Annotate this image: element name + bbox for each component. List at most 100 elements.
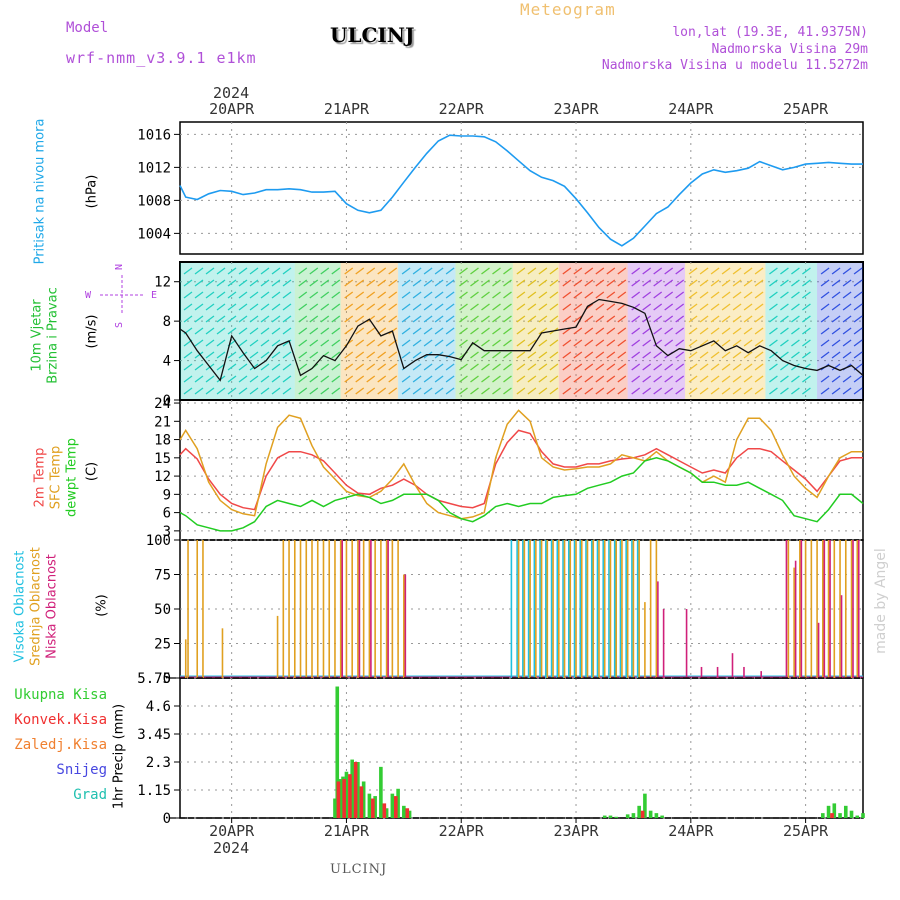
wind-barb-glyph xyxy=(743,267,753,275)
wind-barb-glyph xyxy=(331,315,341,323)
wind-barb-glyph xyxy=(527,291,537,299)
wind-barb-glyph xyxy=(481,279,490,287)
wind-barb-glyph xyxy=(401,387,411,395)
wind-barb-glyph xyxy=(516,387,526,395)
wind-barb-glyph xyxy=(780,303,789,311)
wind-barb-glyph xyxy=(538,303,548,311)
wind-barb-glyph xyxy=(309,375,319,383)
wind-barb-glyph xyxy=(401,375,411,383)
wind-barb-glyph xyxy=(216,291,226,299)
wind-barb-glyph xyxy=(769,387,778,395)
compass-label-s: S xyxy=(114,322,125,328)
wind-barb-glyph xyxy=(664,363,674,371)
x-tick-label-bottom: 20APR xyxy=(209,822,255,840)
wind-barb-glyph xyxy=(459,291,468,299)
wind-barb-glyph xyxy=(412,339,422,347)
wind-barb-glyph xyxy=(743,351,753,359)
wind-barb-glyph xyxy=(205,387,215,395)
wind-barb-glyph xyxy=(216,303,226,311)
wind-barb-glyph xyxy=(699,339,709,347)
wind-barb-glyph xyxy=(194,375,204,383)
precip-bar-total xyxy=(390,793,395,818)
wind-barb-glyph xyxy=(434,279,444,287)
wind-barb-glyph xyxy=(573,351,583,359)
wind-barb-glyph xyxy=(527,375,537,383)
wind-barb-glyph xyxy=(664,387,674,395)
wind-barb-glyph xyxy=(573,303,583,311)
wind-barb-glyph xyxy=(434,387,444,395)
wind-barb-glyph xyxy=(710,387,720,395)
wind-barb-glyph xyxy=(344,327,354,335)
y-tick-label: 1016 xyxy=(137,127,171,143)
wind-barb-glyph xyxy=(516,327,526,335)
precip-bar-convective xyxy=(342,779,346,818)
wind-barb-glyph xyxy=(249,279,259,287)
wind-barb-glyph xyxy=(688,315,698,323)
wind-barb-glyph xyxy=(516,267,526,275)
wind-barb-glyph xyxy=(595,363,605,371)
y-tick-label: 2.3 xyxy=(146,755,171,771)
wind-barb-glyph xyxy=(780,267,789,275)
wind-barb-glyph xyxy=(791,351,800,359)
wind-barb-glyph xyxy=(820,339,830,347)
wind-barb-glyph xyxy=(216,279,226,287)
compass-label-n: N xyxy=(114,264,125,270)
wind-barb-glyph xyxy=(584,339,594,347)
wind-barb-glyph xyxy=(791,315,800,323)
wind-barb-glyph xyxy=(802,279,811,287)
wind-barb-glyph xyxy=(481,291,490,299)
precip-bar-convective xyxy=(405,808,410,818)
panel-frame xyxy=(179,399,864,541)
wind-barb-glyph xyxy=(481,363,490,371)
wind-barb-glyph xyxy=(653,387,663,395)
wind-barb-glyph xyxy=(238,375,248,383)
wind-barb-glyph xyxy=(355,387,365,395)
wind-barb-glyph xyxy=(699,303,709,311)
wind-barb-glyph xyxy=(470,279,479,287)
precip-bar-total xyxy=(660,815,664,818)
wind-barb-glyph xyxy=(459,375,468,383)
elevation-text: Nadmorska Visina 29m xyxy=(711,42,868,57)
wind-barb-glyph xyxy=(721,315,731,323)
wind-barb-glyph xyxy=(617,291,627,299)
wind-barb-glyph xyxy=(831,267,841,275)
wind-barb-glyph xyxy=(238,267,248,275)
y-tick-label: 6 xyxy=(163,506,171,522)
wind-barb-glyph xyxy=(481,375,490,383)
wind-barb-glyph xyxy=(282,315,292,323)
wind-barb-glyph xyxy=(642,339,652,347)
wind-barb-glyph xyxy=(423,291,433,299)
wind-barb-glyph xyxy=(642,387,652,395)
wind-barb-glyph xyxy=(194,267,204,275)
precip-bar-total xyxy=(361,781,366,818)
wind-barb-glyph xyxy=(853,327,863,335)
product-title: Meteogram xyxy=(520,0,616,19)
precip-bar-total xyxy=(356,762,360,818)
wind-barb-glyph xyxy=(320,363,330,371)
panel-frame xyxy=(179,677,864,819)
wind-barb-glyph xyxy=(642,351,652,359)
wind-barb-glyph xyxy=(216,351,226,359)
wind-speed-line xyxy=(179,298,864,382)
wind-barb-glyph xyxy=(842,291,852,299)
wind-barb-glyph xyxy=(675,303,685,311)
wind-barb-glyph xyxy=(573,267,583,275)
wind-barb-glyph xyxy=(344,291,354,299)
wind-barb-glyph xyxy=(710,375,720,383)
wind-barb-glyph xyxy=(412,315,422,323)
wind-barb-glyph xyxy=(216,327,226,335)
wind-barb-glyph xyxy=(631,327,641,335)
precip-bar-total xyxy=(367,793,372,818)
wind-barb-glyph xyxy=(732,327,742,335)
y-tick-label: 21 xyxy=(154,414,171,430)
wind-barb-glyph xyxy=(699,291,709,299)
wind-barb-glyph xyxy=(732,387,742,395)
wind-barb-glyph xyxy=(282,375,292,383)
wind-barb-glyph xyxy=(606,375,616,383)
wind-barb-glyph xyxy=(227,267,237,275)
wind-barb-glyph xyxy=(538,315,548,323)
wind-barb-glyph xyxy=(388,315,398,323)
y-tick-label: 1.15 xyxy=(137,783,171,799)
x-tick-label-bottom: 24APR xyxy=(668,822,714,840)
wind-barb-glyph xyxy=(820,387,830,395)
